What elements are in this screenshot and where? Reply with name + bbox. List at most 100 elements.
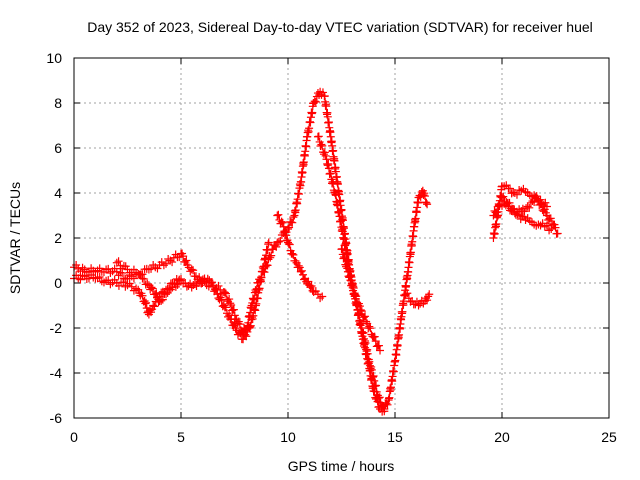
trail-mark xyxy=(361,312,370,321)
trail-mark xyxy=(208,278,217,287)
data-point xyxy=(401,290,410,299)
trail-mark xyxy=(419,190,428,199)
series-track-b xyxy=(70,238,273,344)
data-point xyxy=(149,301,158,310)
trail-mark xyxy=(274,210,283,219)
trail-mark xyxy=(423,296,432,305)
trail-mark xyxy=(221,289,230,298)
trail-mark xyxy=(318,141,327,150)
x-tick-label: 0 xyxy=(70,429,78,445)
trail-mark xyxy=(248,313,257,322)
x-tick-label: 15 xyxy=(387,429,403,445)
data-point xyxy=(365,357,374,366)
trail-mark xyxy=(329,179,338,188)
trail-mark xyxy=(348,280,357,289)
trail-mark xyxy=(342,260,351,269)
y-axis-label: SDTVAR / TECUs xyxy=(7,182,23,294)
trail-mark xyxy=(328,177,337,186)
y-tick-label: -4 xyxy=(50,365,63,381)
trail-mark xyxy=(354,301,363,310)
trail-mark xyxy=(340,252,349,261)
trail-mark xyxy=(340,254,349,263)
trail-mark xyxy=(310,97,319,106)
trail-mark xyxy=(288,218,297,227)
trail-mark xyxy=(326,169,335,178)
data-point xyxy=(376,346,385,355)
trail-mark xyxy=(285,223,294,232)
trail-mark xyxy=(263,261,272,270)
trail-mark xyxy=(76,275,85,284)
series-track-a xyxy=(70,87,432,416)
trail-mark xyxy=(141,299,150,308)
trail-mark xyxy=(152,289,161,298)
series-track-f xyxy=(337,244,385,355)
trail-mark xyxy=(95,272,104,281)
trail-mark xyxy=(119,278,128,287)
trail-mark xyxy=(343,264,352,273)
trail-mark xyxy=(324,164,333,173)
trail-mark xyxy=(150,302,159,311)
trail-mark xyxy=(317,140,326,149)
y-tick-label: -6 xyxy=(50,410,63,426)
trail-mark xyxy=(374,341,383,350)
data-point xyxy=(343,267,352,276)
data-marks xyxy=(70,87,562,416)
trail-mark xyxy=(249,311,258,320)
data-point xyxy=(288,249,297,258)
data-point xyxy=(542,202,551,211)
data-point xyxy=(318,292,327,301)
data-point xyxy=(273,211,282,220)
trail-mark xyxy=(499,192,508,201)
y-tick-labels: -6 -4 -2 0 2 4 6 8 10 xyxy=(46,50,62,426)
trail-mark xyxy=(221,303,230,312)
trail-mark xyxy=(372,387,381,396)
y-tick-label: 8 xyxy=(54,95,62,111)
trail-mark xyxy=(129,274,138,283)
trail-mark xyxy=(512,190,521,199)
trail-mark xyxy=(314,132,323,141)
trail-mark xyxy=(542,221,551,230)
trail-mark xyxy=(231,324,240,333)
trail-mark xyxy=(277,217,286,226)
data-point xyxy=(177,276,185,285)
data-point xyxy=(425,290,434,299)
trail-mark xyxy=(366,324,375,333)
data-point xyxy=(414,301,423,310)
trail-mark xyxy=(525,203,534,212)
trail-mark xyxy=(372,381,381,390)
trail-mark xyxy=(319,150,328,159)
trail-mark xyxy=(157,296,166,305)
trail-mark xyxy=(175,275,184,284)
data-point xyxy=(498,193,506,202)
trail-mark xyxy=(367,365,376,374)
trail-mark xyxy=(379,402,388,411)
trail-mark xyxy=(246,322,255,331)
trail-mark xyxy=(304,277,313,286)
trail-mark xyxy=(368,373,377,382)
x-tick-label: 5 xyxy=(177,429,185,445)
trail-mark xyxy=(106,268,115,277)
trail-mark xyxy=(294,261,303,270)
trail-mark xyxy=(147,283,156,292)
trail-mark xyxy=(281,226,290,235)
trail-mark xyxy=(227,300,236,309)
data-point xyxy=(350,290,359,299)
trail-mark xyxy=(403,289,412,298)
trail-mark xyxy=(278,218,287,227)
trail-mark xyxy=(203,274,212,283)
y-tick-label: 10 xyxy=(46,50,62,66)
trail-mark xyxy=(366,364,375,373)
series-track-g xyxy=(401,289,434,310)
trail-mark xyxy=(365,322,374,331)
trail-mark xyxy=(197,279,206,288)
data-point xyxy=(553,229,562,238)
y-tick-label: 6 xyxy=(54,140,62,156)
y-tick-label: -2 xyxy=(50,320,63,336)
trail-mark xyxy=(272,242,281,251)
trail-mark xyxy=(173,280,182,289)
trail-mark xyxy=(321,151,330,160)
data-point xyxy=(547,225,556,233)
series-track-j xyxy=(498,192,551,218)
trail-mark xyxy=(375,393,384,402)
